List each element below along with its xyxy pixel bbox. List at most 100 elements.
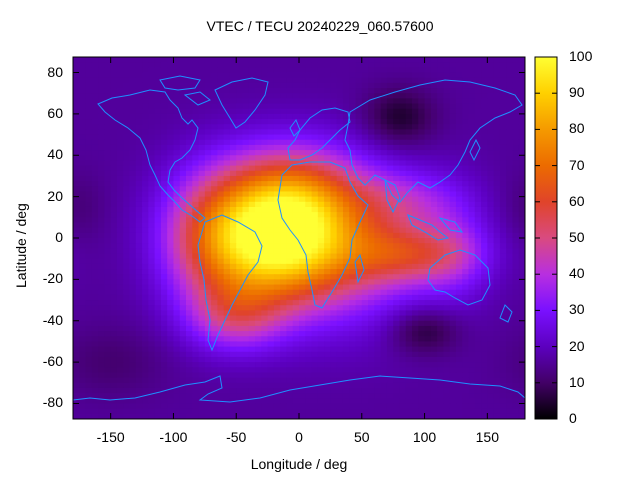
heatmap-cell — [123, 403, 131, 410]
heatmap-cell — [349, 258, 357, 265]
heatmap-cell — [368, 341, 375, 348]
heatmap-cell — [468, 356, 476, 363]
heatmap-cell — [198, 367, 206, 374]
heatmap-cell — [123, 408, 131, 415]
heatmap-cell — [374, 274, 382, 280]
heatmap-cell — [336, 119, 344, 125]
heatmap-cell — [217, 408, 225, 415]
heatmap-cell — [405, 124, 413, 130]
heatmap-cell — [104, 382, 112, 389]
heatmap-cell — [405, 165, 413, 172]
heatmap-cell — [462, 139, 470, 146]
heatmap-cell — [493, 351, 501, 358]
heatmap-cell — [324, 263, 331, 270]
heatmap-cell — [148, 300, 156, 306]
heatmap-cell — [79, 258, 87, 265]
heatmap-cell — [336, 269, 344, 275]
heatmap-cell — [292, 248, 300, 255]
heatmap-cell — [85, 403, 93, 410]
heatmap-cell — [368, 269, 375, 275]
heatmap-cell — [229, 413, 237, 419]
heatmap-cell — [173, 279, 181, 286]
heatmap-cell — [418, 62, 426, 68]
heatmap-cell — [305, 403, 313, 410]
heatmap-cell — [462, 351, 470, 358]
heatmap-cell — [280, 320, 288, 327]
heatmap-cell — [229, 232, 237, 239]
heatmap-cell — [123, 315, 131, 322]
heatmap-cell — [223, 186, 231, 193]
heatmap-cell — [223, 294, 231, 301]
heatmap-cell — [349, 170, 357, 177]
heatmap-cell — [399, 403, 407, 410]
heatmap-cell — [405, 253, 413, 260]
heatmap-cell — [299, 57, 306, 63]
heatmap-cell — [204, 248, 212, 255]
heatmap-cell — [418, 232, 426, 239]
heatmap-cell — [437, 279, 444, 286]
heatmap-cell — [418, 279, 426, 286]
heatmap-cell — [330, 243, 338, 249]
heatmap-cell — [449, 325, 457, 332]
heatmap-cell — [229, 258, 237, 265]
heatmap-cell — [518, 279, 525, 286]
heatmap-cell — [299, 88, 306, 94]
heatmap-cell — [154, 320, 162, 327]
heatmap-cell — [487, 243, 495, 249]
heatmap-cell — [292, 341, 300, 348]
heatmap-cell — [342, 93, 350, 99]
heatmap-cell — [499, 372, 507, 379]
heatmap-cell — [186, 175, 193, 182]
heatmap-cell — [286, 124, 294, 130]
heatmap-cell — [518, 253, 525, 260]
heatmap-cell — [405, 393, 413, 399]
heatmap-cell — [405, 362, 413, 368]
heatmap-cell — [349, 238, 357, 244]
heatmap-cell — [98, 150, 105, 156]
heatmap-cell — [292, 206, 300, 213]
heatmap-cell — [280, 300, 288, 306]
heatmap-cell — [518, 170, 525, 177]
heatmap-cell — [198, 362, 206, 368]
heatmap-cell — [85, 227, 93, 234]
heatmap-cell — [242, 144, 250, 151]
heatmap-cell — [255, 300, 262, 306]
heatmap-cell — [437, 403, 444, 410]
heatmap-cell — [430, 108, 438, 115]
heatmap-cell — [299, 93, 306, 99]
heatmap-cell — [129, 362, 137, 368]
heatmap-cell — [236, 284, 244, 291]
heatmap-cell — [129, 269, 137, 275]
heatmap-cell — [455, 253, 463, 260]
heatmap-cell — [204, 129, 212, 136]
heatmap-cell — [299, 279, 306, 286]
heatmap-cell — [148, 186, 156, 193]
heatmap-cell — [349, 108, 357, 115]
heatmap-cell — [374, 108, 382, 115]
heatmap-cell — [211, 98, 218, 105]
heatmap-cell — [393, 289, 401, 296]
heatmap-cell — [299, 408, 306, 415]
heatmap-cell — [267, 82, 275, 89]
heatmap-cell — [405, 315, 413, 322]
heatmap-cell — [430, 300, 438, 306]
heatmap-cell — [123, 134, 131, 141]
heatmap-cell — [123, 113, 131, 120]
heatmap-cell — [487, 72, 495, 79]
heatmap-cell — [167, 119, 175, 125]
heatmap-cell — [204, 165, 212, 172]
heatmap-cell — [437, 191, 444, 198]
heatmap-cell — [98, 387, 105, 394]
heatmap-cell — [104, 403, 112, 410]
heatmap-cell — [204, 181, 212, 187]
heatmap-cell — [468, 403, 476, 410]
heatmap-cell — [336, 82, 344, 89]
heatmap-cell — [192, 403, 200, 410]
heatmap-cell — [129, 222, 137, 229]
heatmap-cell — [286, 217, 294, 224]
heatmap-cell — [179, 393, 187, 399]
heatmap-cell — [499, 263, 507, 270]
heatmap-cell — [424, 248, 432, 255]
heatmap-cell — [223, 108, 231, 115]
